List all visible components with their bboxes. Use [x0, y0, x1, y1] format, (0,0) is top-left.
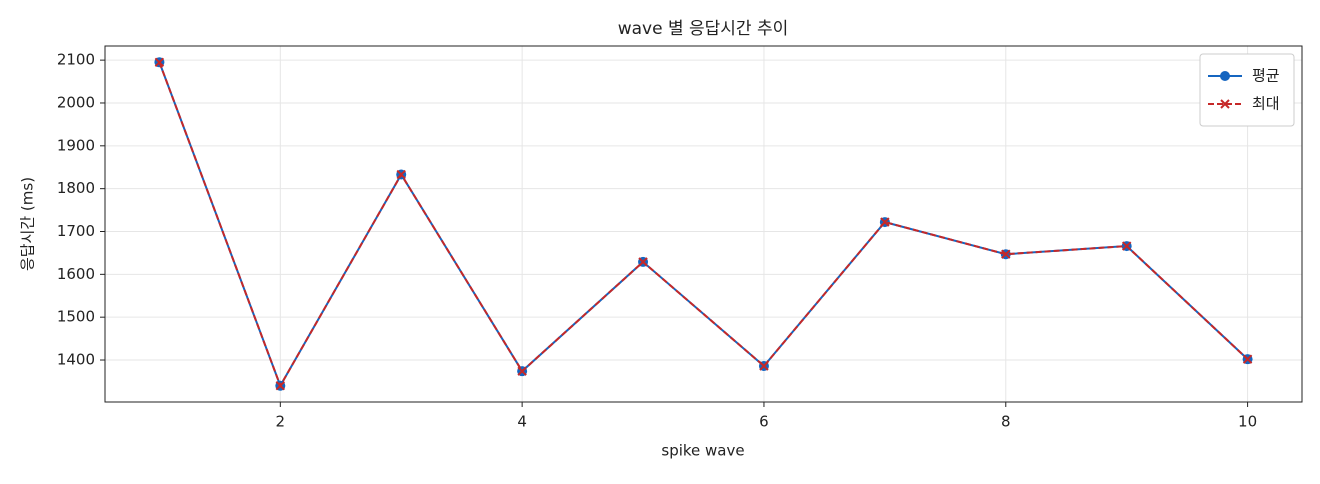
x-tick-label: 4 [517, 413, 527, 431]
x-axis-label: spike wave [661, 442, 744, 460]
marker-x [759, 361, 769, 371]
data-point [1001, 249, 1011, 259]
y-axis-label: 응답시간 (ms) [19, 177, 37, 271]
marker-x [517, 366, 527, 376]
data-point [638, 257, 648, 267]
marker-x [1121, 241, 1132, 251]
x-tick-label: 8 [1001, 413, 1011, 431]
data-point [396, 169, 406, 180]
marker-x [1001, 249, 1011, 259]
y-tick-label: 1700 [57, 222, 95, 240]
data-point [275, 381, 286, 391]
legend-marker [1220, 99, 1230, 109]
data-point [759, 361, 769, 371]
data-point [517, 366, 527, 376]
marker-x [1242, 354, 1253, 364]
marker-x [1220, 99, 1230, 109]
legend-marker [1220, 71, 1230, 81]
marker-x [154, 57, 165, 67]
legend-box [1199, 53, 1295, 127]
y-tick-label: 1400 [57, 351, 95, 369]
data-point [1121, 241, 1132, 251]
plot-frame [104, 45, 1303, 403]
marker-x [638, 257, 648, 267]
legend-label: 평균 [1252, 67, 1280, 85]
y-tick-label: 2000 [57, 93, 95, 111]
data-point [880, 217, 890, 227]
chart-title: wave 별 응답시간 추이 [618, 19, 789, 39]
marker-x [880, 217, 890, 227]
legend-label: 최대 [1252, 95, 1280, 113]
y-tick-label: 2100 [57, 51, 95, 69]
y-tick-label: 1900 [57, 136, 95, 154]
series-line [158, 61, 1249, 389]
data-point [154, 57, 165, 67]
data-point [1242, 354, 1253, 364]
marker-x [396, 169, 406, 180]
x-tick-label: 10 [1238, 413, 1257, 431]
y-tick-label: 1800 [57, 179, 95, 197]
x-tick-label: 6 [759, 413, 769, 431]
y-tick-label: 1500 [57, 308, 95, 326]
marker-x [275, 381, 286, 391]
y-tick-label: 1600 [57, 265, 95, 283]
x-tick-label: 2 [276, 413, 286, 431]
